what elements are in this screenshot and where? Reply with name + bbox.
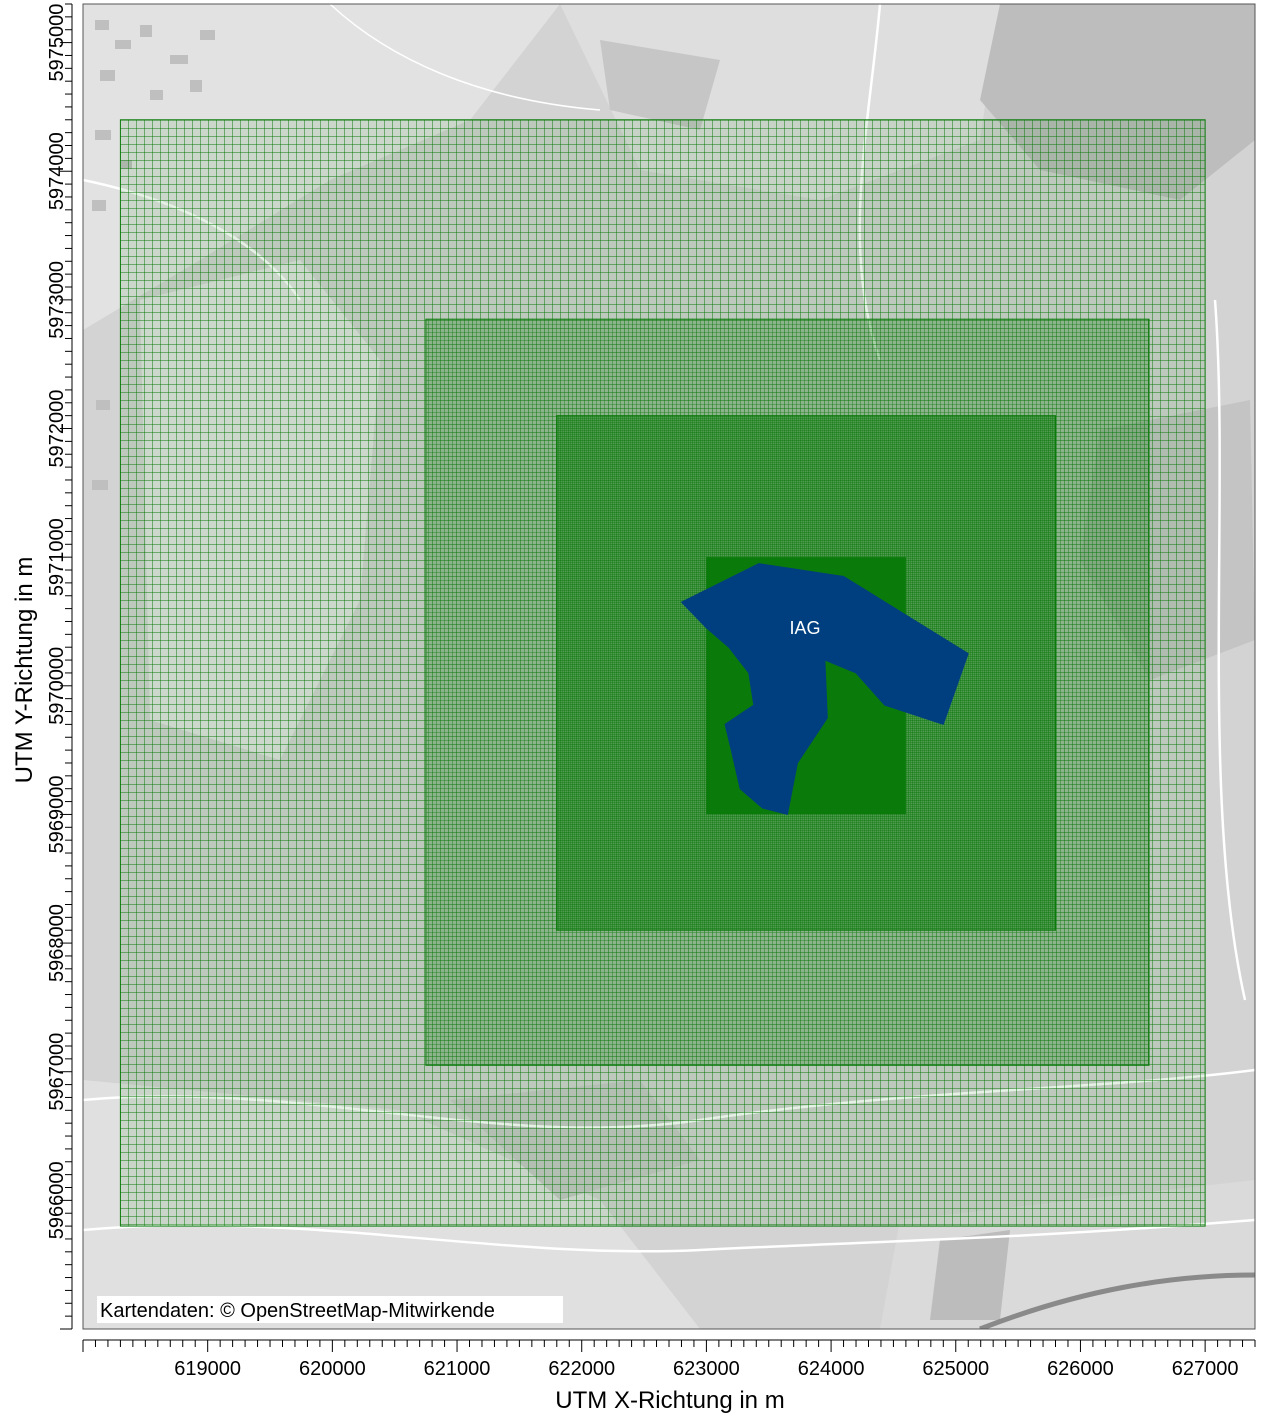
y-axis-label: UTM Y-Richtung in m xyxy=(11,557,38,784)
y-axis: 5966000 5967000 5968000 5969000 5970000 59710… xyxy=(46,3,73,1330)
y-tick-label: 5972000 xyxy=(46,390,68,468)
y-tick-label: 5975000 xyxy=(46,4,68,82)
attribution-text: Kartendaten: © OpenStreetMap-Mitwirkende xyxy=(100,1300,495,1322)
x-tick-label: 621000 xyxy=(424,1358,491,1380)
x-tick-label: 620000 xyxy=(299,1358,366,1380)
x-axis: 619000 620000 621000 622000 623000 624000 6250… xyxy=(82,1339,1256,1380)
x-tick-label: 625000 xyxy=(922,1358,989,1380)
attribution-box xyxy=(97,1296,563,1323)
x-tick-label: 624000 xyxy=(798,1358,865,1380)
grid-layer xyxy=(119,119,1206,1227)
y-tick-label: 5971000 xyxy=(46,518,68,596)
y-tick-label: 5974000 xyxy=(46,132,68,210)
y-tick-label: 5966000 xyxy=(46,1161,68,1239)
x-tick-label: 619000 xyxy=(174,1358,241,1380)
y-tick-label: 5968000 xyxy=(46,904,68,982)
x-axis-label: UTM X-Richtung in m xyxy=(555,1387,784,1414)
y-tick-label: 5973000 xyxy=(46,261,68,339)
x-tick-label: 623000 xyxy=(673,1358,740,1380)
y-tick-label: 5967000 xyxy=(46,1033,68,1111)
plant-area-polygon xyxy=(680,563,969,816)
y-tick-label: 5970000 xyxy=(46,647,68,725)
x-tick-label: 622000 xyxy=(548,1358,615,1380)
x-tick-label: 627000 xyxy=(1172,1358,1239,1380)
y-tick-label: 5969000 xyxy=(46,775,68,853)
plant-area-label: IAG xyxy=(789,618,820,638)
map-frame xyxy=(82,3,1256,1330)
x-tick-label: 626000 xyxy=(1047,1358,1114,1380)
